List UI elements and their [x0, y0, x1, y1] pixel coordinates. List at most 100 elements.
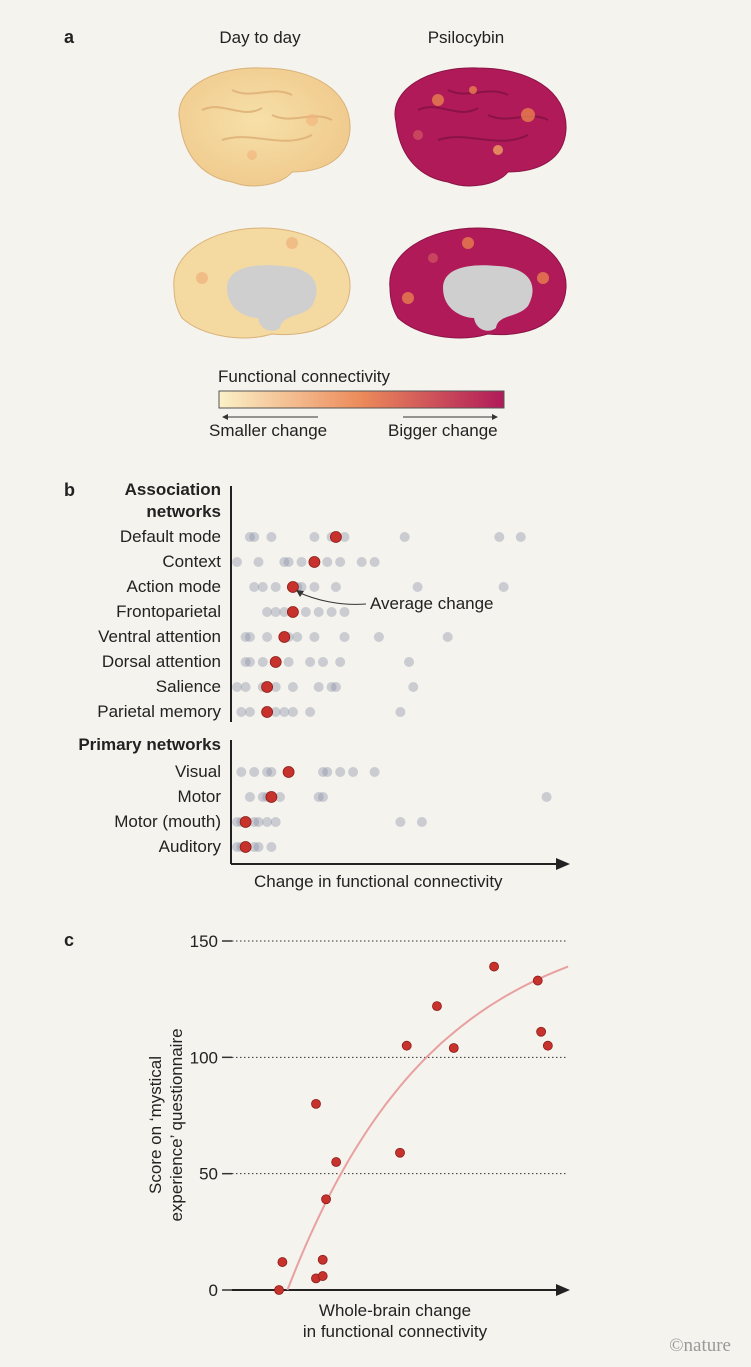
data-point [313, 607, 324, 617]
x-axis-arrowhead [556, 1284, 570, 1296]
data-point [339, 632, 350, 642]
data-point [321, 1194, 331, 1205]
network-label: Context [162, 552, 221, 571]
data-point [401, 1040, 412, 1051]
data-point [236, 767, 247, 777]
data-point [262, 607, 273, 617]
data-point [244, 792, 255, 802]
data-point [326, 607, 337, 617]
panel-b-x-axis-label: Change in functional connectivity [254, 872, 503, 891]
network-label: Ventral attention [98, 627, 221, 646]
data-point [395, 707, 406, 717]
data-point [373, 632, 384, 642]
network-label: Motor [177, 787, 221, 806]
group-association-networks: Association networks [124, 480, 221, 521]
data-point [416, 817, 427, 827]
data-point [339, 607, 350, 617]
data-point [270, 682, 281, 692]
data-point [270, 582, 281, 592]
data-point [283, 557, 294, 567]
nature-logo: ©nature [669, 1335, 731, 1356]
data-point [300, 607, 311, 617]
data-point [532, 975, 543, 986]
data-point [318, 657, 328, 667]
average-point [265, 791, 278, 803]
data-point [309, 632, 320, 642]
data-point [309, 532, 320, 542]
data-point [489, 961, 499, 972]
data-point [249, 582, 260, 592]
data-point [317, 1254, 328, 1265]
average-point [329, 531, 342, 543]
average-point [261, 706, 274, 718]
annotation-arrowhead [296, 590, 304, 597]
network-label: Parietal memory [97, 702, 221, 721]
network-label: Salience [155, 677, 221, 696]
data-point [232, 557, 242, 567]
data-point [395, 1147, 405, 1158]
data-point [305, 707, 316, 717]
data-point [536, 1026, 547, 1037]
data-point [240, 657, 251, 667]
brain-day-to-day-medial [173, 227, 351, 339]
data-point [442, 632, 453, 642]
data-point [240, 632, 251, 642]
network-label: Action mode [126, 577, 222, 596]
data-point [369, 557, 380, 567]
average-point [286, 606, 299, 618]
data-point [270, 817, 281, 827]
network-label: Visual [175, 762, 221, 781]
data-point [335, 557, 346, 567]
annotation-average-change: Average change [370, 594, 494, 613]
data-point [249, 842, 260, 852]
data-point [395, 817, 406, 827]
data-point [236, 707, 247, 717]
network-label: Default mode [119, 527, 221, 546]
data-point [542, 1040, 553, 1051]
data-point [249, 817, 260, 827]
y-tick-label: 50 [199, 1165, 218, 1184]
data-point [249, 767, 260, 777]
panel-b-letter: b [64, 480, 75, 500]
data-point [348, 767, 359, 777]
brain-day-to-day-lateral [178, 67, 351, 187]
data-point [232, 817, 242, 827]
data-point [249, 532, 260, 542]
network-dot-plot [230, 486, 570, 870]
brain-psilocybin-medial [389, 227, 567, 339]
data-point [515, 532, 526, 542]
data-point [330, 582, 341, 592]
data-point [287, 707, 298, 717]
x-axis-arrowhead [556, 858, 570, 870]
data-point [287, 682, 298, 692]
data-point [277, 1257, 288, 1267]
data-point [253, 557, 264, 567]
data-point [369, 767, 380, 777]
data-point [266, 532, 277, 542]
data-point [541, 792, 552, 802]
colorbar-left-label: Smaller change [209, 421, 328, 440]
data-point [498, 582, 509, 592]
x-axis-label: in functional connectivity [303, 1322, 488, 1341]
fit-curve [286, 965, 569, 1291]
data-point [494, 532, 505, 542]
data-point [408, 682, 419, 692]
data-point [356, 557, 367, 567]
data-point [262, 632, 273, 642]
annotation-arrow [297, 591, 367, 605]
data-point [339, 532, 350, 542]
data-point [326, 682, 337, 692]
data-point [270, 707, 281, 717]
network-label: Auditory [158, 837, 221, 856]
average-point [261, 681, 274, 693]
y-axis-label: Score on ‘mystical [146, 1056, 165, 1194]
y-tick-label: 150 [190, 932, 218, 951]
data-point [296, 557, 307, 567]
data-point [399, 532, 410, 542]
panel-a-letter: a [64, 27, 75, 47]
brain-psilocybin-lateral [394, 67, 567, 187]
data-point [253, 817, 264, 827]
data-point [266, 842, 277, 852]
average-point [278, 631, 291, 643]
scatter-plot-mystical-experience: 0 50 100 150 Whole-brain change in functional… [146, 932, 570, 1341]
